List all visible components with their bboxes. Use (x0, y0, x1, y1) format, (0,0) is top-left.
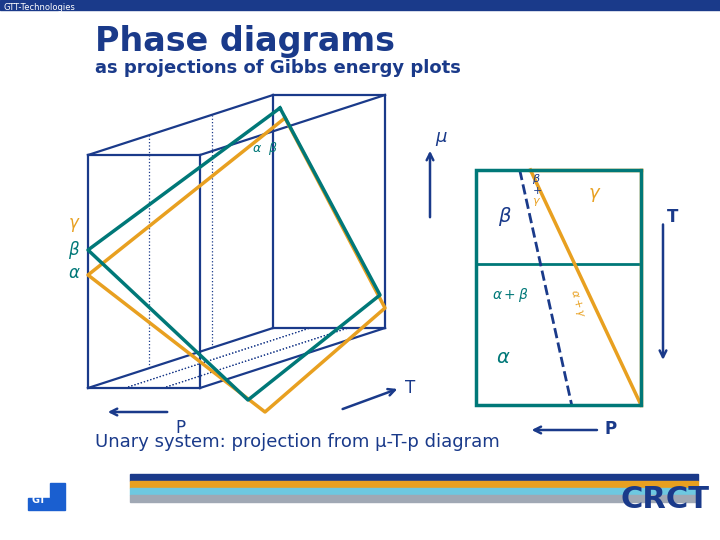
Text: $\alpha$: $\alpha$ (252, 142, 262, 155)
Text: CRCT: CRCT (621, 485, 710, 515)
Text: Phase diagrams: Phase diagrams (95, 25, 395, 58)
Text: GT: GT (32, 495, 47, 505)
Text: $\alpha+\beta$: $\alpha+\beta$ (492, 286, 528, 304)
Text: $\beta$: $\beta$ (498, 205, 512, 228)
Text: $\beta$: $\beta$ (532, 172, 541, 186)
Text: $\alpha$: $\alpha$ (68, 264, 81, 282)
Bar (476, 170, 641, 405)
Bar (0, 0, 720, 10)
Text: $\gamma$: $\gamma$ (532, 195, 541, 208)
Bar (130, 474, 698, 481)
Text: Unary system: projection from μ-T-p diagram: Unary system: projection from μ-T-p diag… (95, 433, 500, 451)
Text: T: T (405, 379, 415, 397)
Text: GTT-Technologies: GTT-Technologies (4, 3, 76, 11)
Text: $\alpha+\gamma$: $\alpha+\gamma$ (567, 287, 587, 320)
Text: $\beta$: $\beta$ (268, 140, 278, 157)
Bar (130, 481, 698, 488)
Bar (130, 495, 698, 502)
Text: $\gamma$: $\gamma$ (588, 186, 602, 204)
Text: $\beta$: $\beta$ (68, 239, 80, 261)
Text: as projections of Gibbs energy plots: as projections of Gibbs energy plots (95, 59, 461, 77)
Text: T: T (667, 208, 678, 226)
Text: P: P (605, 420, 617, 438)
Text: $\alpha$: $\alpha$ (496, 348, 510, 367)
Text: P: P (175, 419, 185, 437)
Text: $\mu$: $\mu$ (435, 130, 448, 148)
Polygon shape (28, 483, 65, 510)
Text: $\gamma$: $\gamma$ (68, 216, 81, 234)
Text: $+$: $+$ (532, 185, 542, 195)
Bar (130, 488, 698, 495)
